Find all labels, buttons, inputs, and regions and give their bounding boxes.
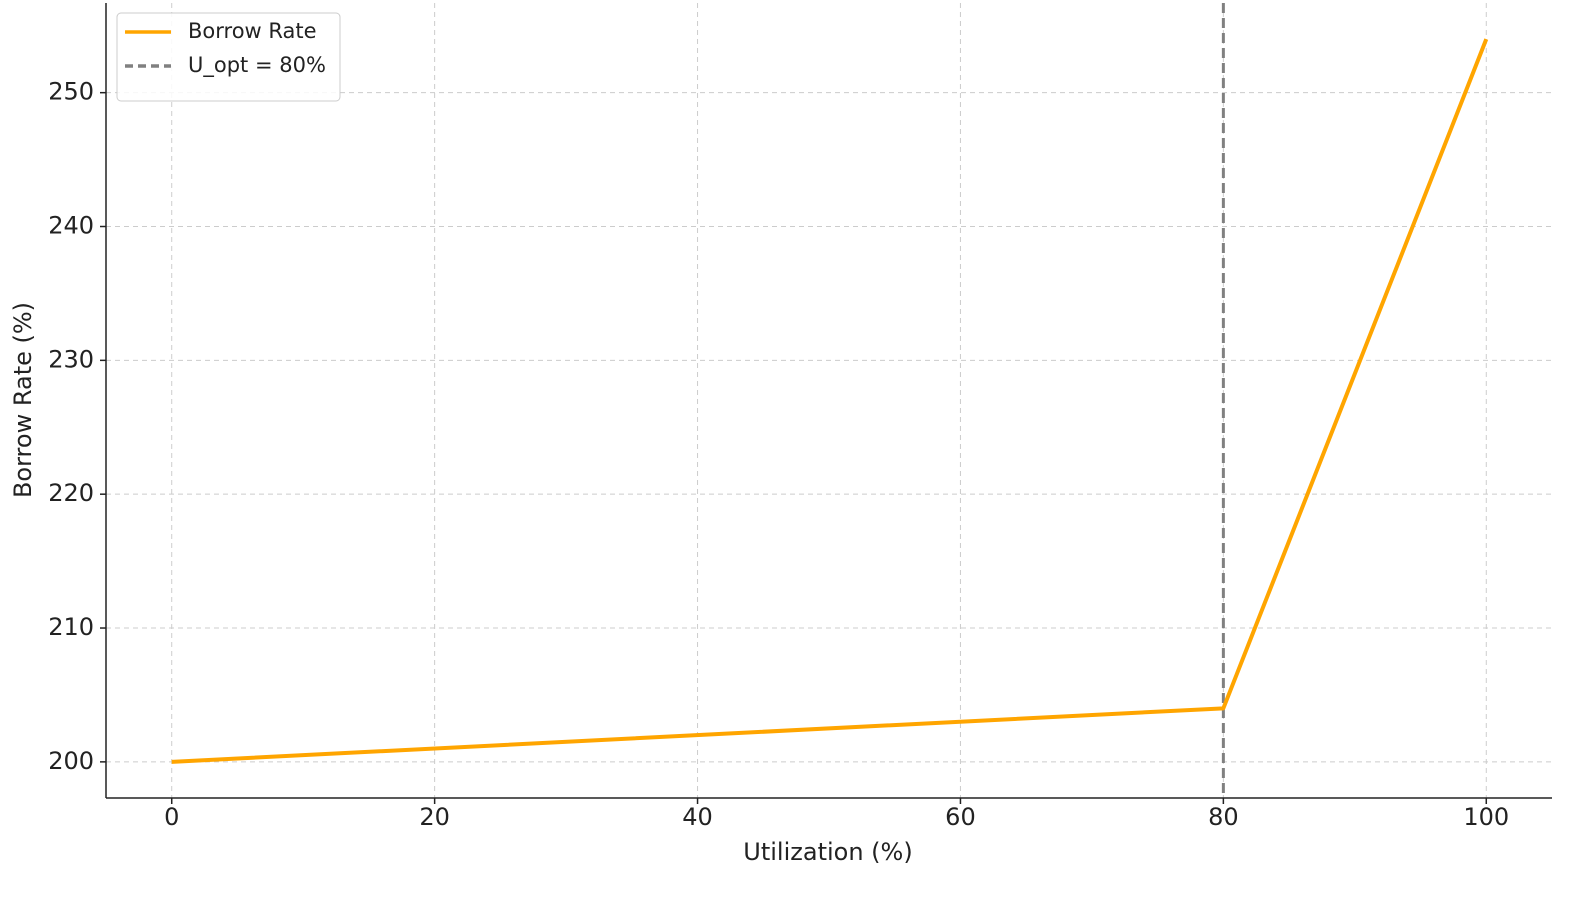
y-tick-label: 220 — [48, 479, 94, 507]
x-tick-label: 20 — [419, 803, 450, 831]
x-tick-label: 100 — [1463, 803, 1509, 831]
y-axis-label: Borrow Rate (%) — [9, 302, 37, 498]
legend-label: Borrow Rate — [188, 19, 317, 43]
x-axis-label: Utilization (%) — [743, 838, 912, 866]
x-tick-label: 40 — [682, 803, 713, 831]
y-tick-label: 250 — [48, 78, 94, 106]
y-tick-label: 240 — [48, 212, 94, 240]
x-tick-label: 0 — [164, 803, 179, 831]
x-tick-label: 80 — [1208, 803, 1239, 831]
line-series — [171, 38, 1489, 764]
legend-box — [116, 12, 341, 102]
x-tick-label: 60 — [945, 803, 976, 831]
y-tick-label: 230 — [48, 345, 94, 373]
legend-label: U_opt = 80% — [188, 53, 326, 78]
y-tick-label: 200 — [48, 747, 94, 775]
y-tick-label: 210 — [48, 613, 94, 641]
